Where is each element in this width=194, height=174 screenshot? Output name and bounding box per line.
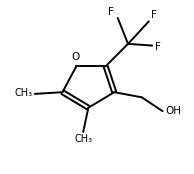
- Text: F: F: [108, 7, 114, 17]
- Text: OH: OH: [165, 106, 181, 116]
- Text: F: F: [151, 10, 156, 20]
- Text: CH₃: CH₃: [14, 88, 32, 98]
- Text: O: O: [71, 52, 80, 62]
- Text: F: F: [155, 42, 161, 52]
- Text: CH₃: CH₃: [75, 135, 93, 144]
